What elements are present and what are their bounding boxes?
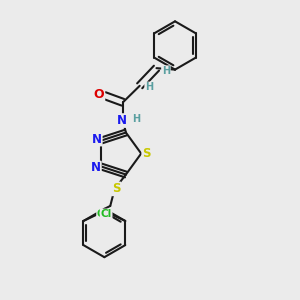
Text: N: N: [91, 161, 101, 175]
Text: S: S: [142, 147, 151, 160]
Text: H: H: [132, 114, 140, 124]
Text: Cl: Cl: [97, 209, 108, 220]
Text: H: H: [162, 66, 170, 76]
Text: N: N: [117, 114, 127, 127]
Text: Cl: Cl: [100, 209, 112, 220]
Text: O: O: [94, 88, 104, 100]
Text: S: S: [112, 182, 120, 195]
Text: H: H: [145, 82, 153, 92]
Text: N: N: [92, 133, 102, 146]
